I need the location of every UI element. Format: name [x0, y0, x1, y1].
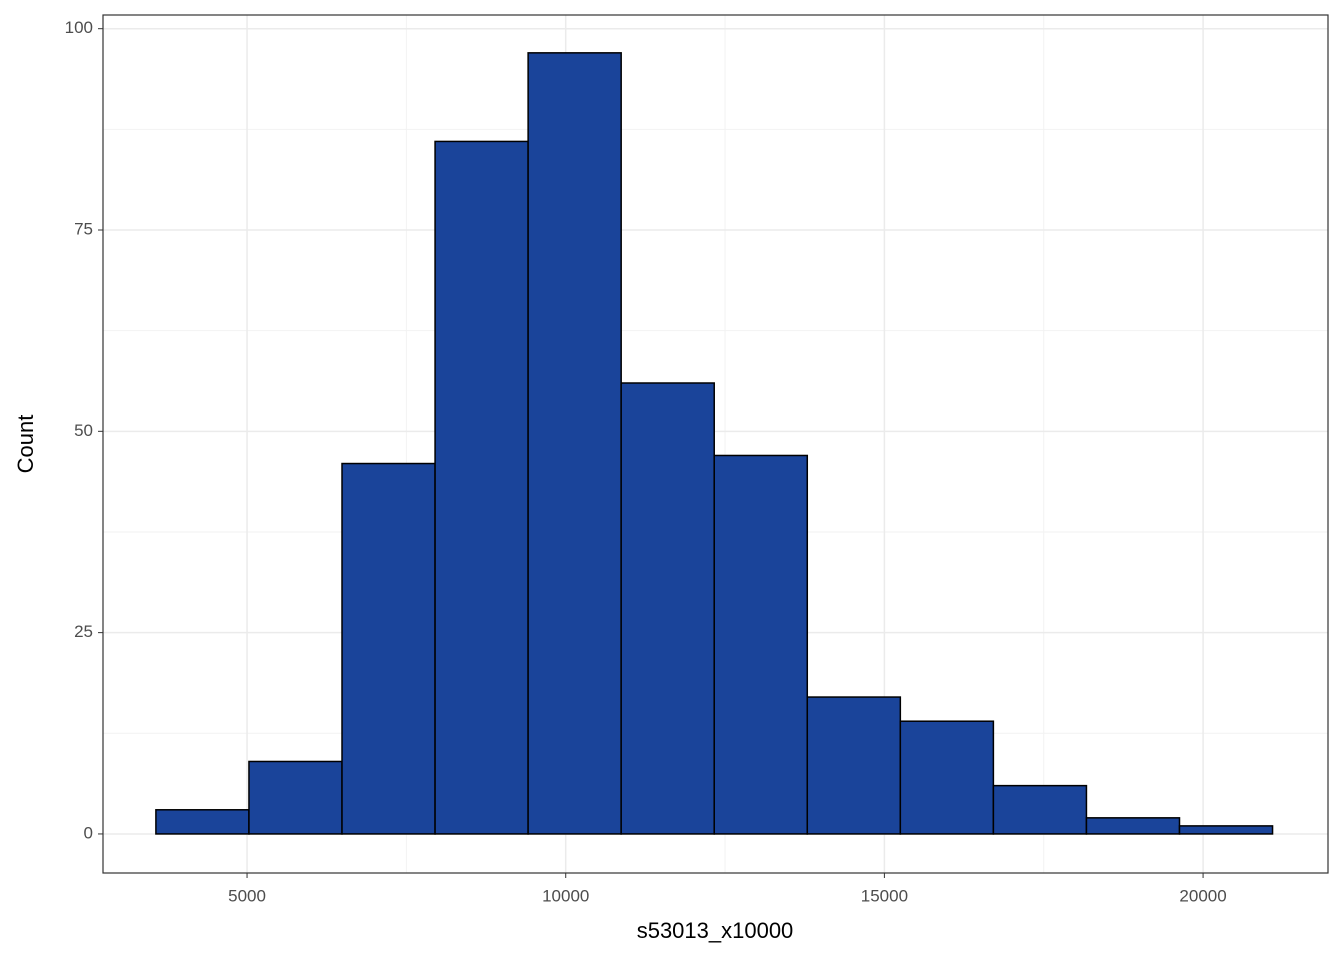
bar — [899, 720, 995, 835]
panel-border — [102, 14, 1329, 874]
x-axis-title: s53013_x10000 — [637, 918, 794, 943]
y-tick-label: 25 — [74, 622, 93, 641]
y-tick-label: 100 — [65, 18, 93, 37]
x-tick-label: 10000 — [542, 886, 589, 905]
y-tick-label: 0 — [84, 823, 93, 842]
y-tick-label: 50 — [74, 421, 93, 440]
y-axis-title: Count — [13, 415, 38, 474]
bar — [527, 52, 622, 835]
bar — [992, 784, 1088, 835]
x-tick-label: 15000 — [861, 886, 908, 905]
bar — [806, 696, 902, 835]
x-tick-label: 5000 — [228, 886, 266, 905]
bar — [1178, 825, 1274, 835]
bar — [1085, 817, 1181, 835]
bar — [341, 462, 436, 835]
bar — [434, 140, 529, 835]
y-tick-label: 75 — [74, 219, 93, 238]
x-tick-label: 20000 — [1179, 886, 1226, 905]
bar — [155, 809, 250, 835]
bar — [248, 760, 343, 835]
bar — [713, 454, 809, 835]
bar — [620, 382, 715, 835]
